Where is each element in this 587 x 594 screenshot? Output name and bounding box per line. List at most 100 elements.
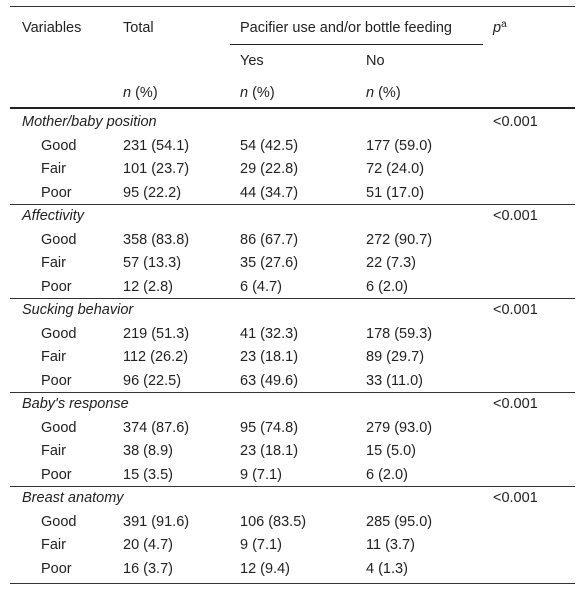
cell-no: 89 (29.7): [366, 349, 425, 365]
cell-yes: 35 (27.6): [240, 255, 299, 271]
table-header: Variables Total Pacifier use and/or bott…: [10, 7, 575, 109]
row-label: Fair: [41, 443, 66, 459]
cell-total: 101 (23.7): [123, 161, 190, 177]
section-title: Breast anatomy: [22, 490, 124, 506]
header-p-footnote: a: [501, 19, 507, 30]
cell-no: 11 (3.7): [366, 537, 415, 553]
cell-yes: 95 (74.8): [240, 419, 299, 436]
cell-total: 374 (87.6): [123, 419, 190, 436]
section-p-value: <0.001: [493, 396, 538, 412]
header-yes-unit: n (%): [240, 85, 275, 101]
cell-total: 96 (22.5): [123, 372, 182, 389]
cell-no: 15 (5.0): [366, 443, 416, 459]
cell-total: 20 (4.7): [123, 537, 173, 553]
header-p-value: pa: [493, 20, 507, 37]
cell-no: 4 (1.3): [366, 560, 408, 577]
cell-yes: 44 (34.7): [240, 184, 299, 201]
cell-yes: 63 (49.6): [240, 372, 299, 389]
header-variables: Variables: [22, 20, 82, 36]
header-yes: Yes: [240, 53, 264, 69]
section-title: Mother/baby position: [22, 114, 157, 130]
cell-total: 112 (26.2): [123, 349, 189, 365]
section-title: Baby's response: [22, 396, 129, 412]
group-underline: [230, 44, 483, 45]
cell-no: 279 (93.0): [366, 419, 433, 436]
table-row: Fair 57 (13.3) 35 (27.6) 22 (7.3): [10, 252, 575, 276]
table-row: Good 358 (83.8) 86 (67.7) 272 (90.7): [10, 229, 575, 253]
row-label: Poor: [41, 466, 72, 483]
data-table: Variables Total Pacifier use and/or bott…: [10, 6, 575, 584]
row-label: Good: [41, 137, 77, 154]
section-title: Sucking behavior: [22, 302, 134, 318]
cell-yes: 41 (32.3): [240, 325, 299, 342]
section-p-value: <0.001: [493, 114, 538, 130]
cell-yes: 86 (67.7): [240, 231, 299, 248]
table-section: Sucking behavior <0.001 Good 219 (51.3) …: [10, 299, 575, 393]
table-row: Poor 95 (22.2) 44 (34.7) 51 (17.0): [10, 182, 575, 206]
cell-no: 33 (11.0): [366, 372, 423, 389]
header-p-letter: p: [493, 20, 502, 36]
section-title-row: Baby's response <0.001: [10, 393, 575, 417]
cell-yes: 54 (42.5): [240, 137, 299, 154]
row-label: Poor: [41, 372, 72, 389]
section-p-value: <0.001: [493, 208, 538, 224]
cell-yes: 9 (7.1): [240, 466, 282, 483]
cell-yes: 29 (22.8): [240, 161, 299, 177]
cell-yes: 23 (18.1): [240, 349, 299, 365]
table-section: Affectivity <0.001 Good 358 (83.8) 86 (6…: [10, 205, 575, 299]
cell-no: 177 (59.0): [366, 137, 433, 154]
table-row: Poor 96 (22.5) 63 (49.6) 33 (11.0): [10, 370, 575, 394]
row-label: Poor: [41, 184, 72, 201]
table-row: Good 391 (91.6) 106 (83.5) 285 (95.0): [10, 511, 575, 535]
row-label: Fair: [41, 255, 66, 271]
cell-no: 72 (24.0): [366, 161, 425, 177]
cell-total: 358 (83.8): [123, 231, 190, 248]
cell-total: 12 (2.8): [123, 278, 173, 295]
cell-total: 38 (8.9): [123, 443, 173, 459]
row-label: Fair: [41, 537, 66, 553]
row-label: Good: [41, 513, 77, 530]
row-label: Good: [41, 419, 77, 436]
section-p-value: <0.001: [493, 302, 538, 318]
header-no-unit: n (%): [366, 85, 401, 101]
section-title-row: Mother/baby position <0.001: [10, 111, 575, 135]
section-title-row: Breast anatomy <0.001: [10, 487, 575, 511]
table-body: Mother/baby position <0.001 Good 231 (54…: [10, 111, 575, 580]
header-no: No: [366, 53, 385, 69]
section-title-row: Sucking behavior <0.001: [10, 299, 575, 323]
section-title-row: Affectivity <0.001: [10, 205, 575, 229]
cell-no: 272 (90.7): [366, 231, 433, 248]
cell-total: 16 (3.7): [123, 560, 173, 577]
header-group: Pacifier use and/or bottle feeding: [240, 20, 452, 36]
header-rule: [10, 107, 575, 109]
cell-total: 95 (22.2): [123, 184, 182, 201]
row-label: Good: [41, 325, 77, 342]
section-title: Affectivity: [22, 208, 85, 224]
cell-no: 285 (95.0): [366, 513, 433, 530]
cell-yes: 6 (4.7): [240, 278, 282, 295]
cell-no: 6 (2.0): [366, 466, 408, 483]
row-label: Poor: [41, 560, 72, 577]
cell-no: 178 (59.3): [366, 325, 433, 342]
cell-yes: 12 (9.4): [240, 560, 290, 577]
table-row: Poor 15 (3.5) 9 (7.1) 6 (2.0): [10, 464, 575, 488]
cell-total: 391 (91.6): [123, 513, 190, 530]
table-row: Fair 38 (8.9) 23 (18.1) 15 (5.0): [10, 440, 575, 464]
table-row: Good 231 (54.1) 54 (42.5) 177 (59.0): [10, 135, 575, 159]
table-section: Baby's response <0.001 Good 374 (87.6) 9…: [10, 393, 575, 487]
section-p-value: <0.001: [493, 490, 538, 506]
table-row: Good 374 (87.6) 95 (74.8) 279 (93.0): [10, 417, 575, 441]
cell-yes: 23 (18.1): [240, 443, 299, 459]
row-label: Poor: [41, 278, 72, 295]
table-section: Mother/baby position <0.001 Good 231 (54…: [10, 111, 575, 205]
cell-no: 22 (7.3): [366, 255, 416, 271]
table-row: Poor 12 (2.8) 6 (4.7) 6 (2.0): [10, 276, 575, 300]
table-row: Fair 101 (23.7) 29 (22.8) 72 (24.0): [10, 158, 575, 182]
cell-yes: 106 (83.5): [240, 513, 307, 530]
header-total: Total: [123, 20, 154, 36]
cell-total: 15 (3.5): [123, 466, 173, 483]
cell-total: 219 (51.3): [123, 325, 190, 342]
cell-total: 231 (54.1): [123, 137, 190, 154]
row-label: Fair: [41, 161, 66, 177]
cell-no: 6 (2.0): [366, 278, 408, 295]
